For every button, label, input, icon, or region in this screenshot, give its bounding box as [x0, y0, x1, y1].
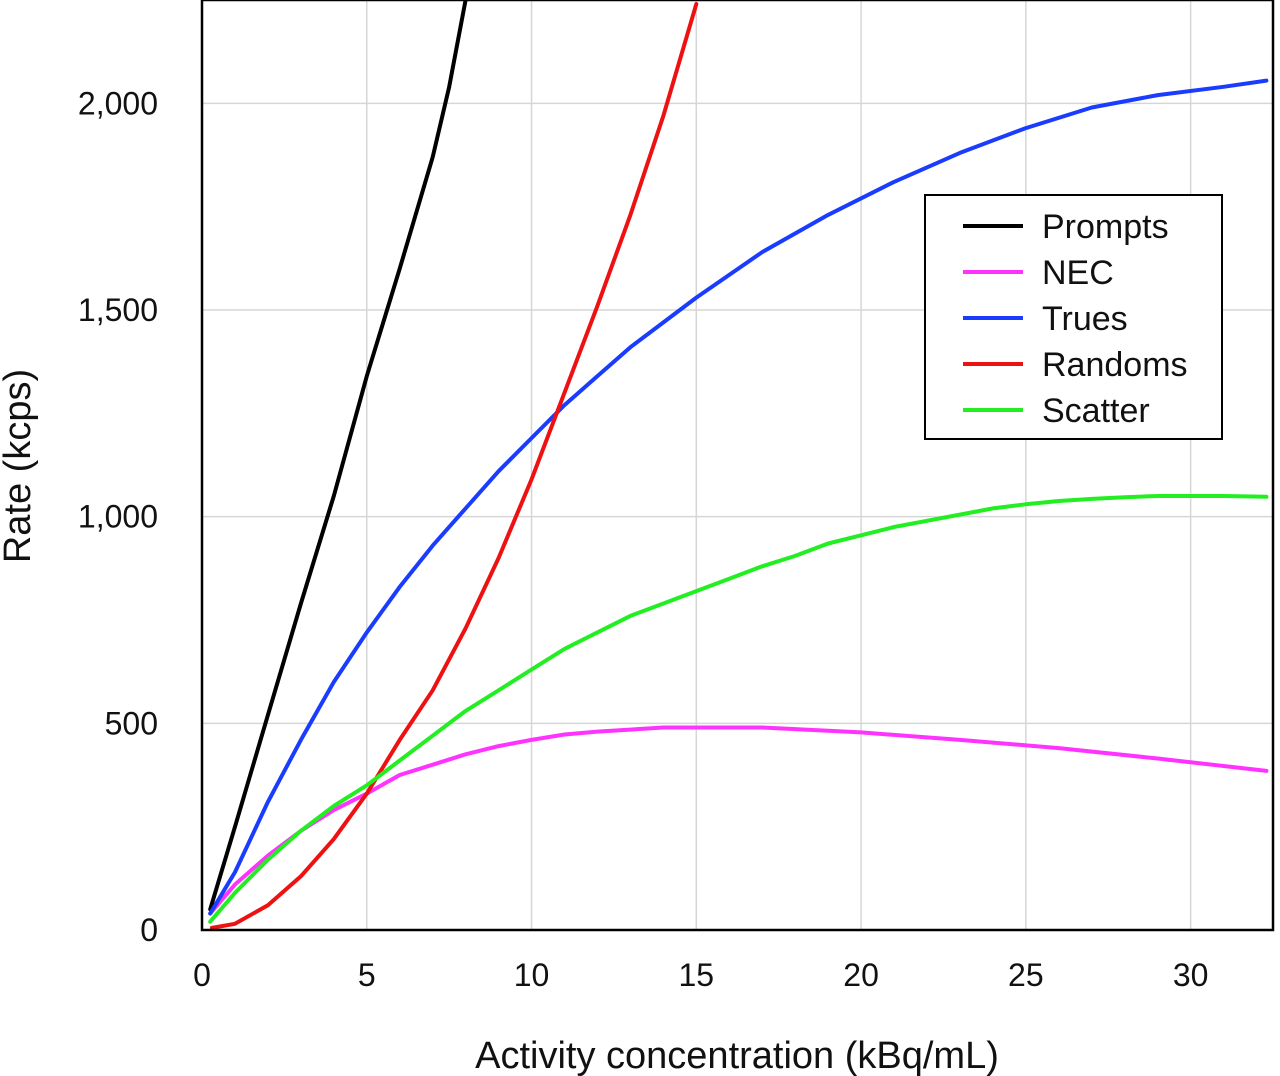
y-axis-ticks: 0 500 1,000 1,500 2,000 — [78, 85, 158, 948]
x-tick-label: 20 — [843, 957, 879, 993]
plot-frame — [200, 0, 1275, 932]
y-tick-label: 1,000 — [78, 499, 158, 535]
y-tick-label: 0 — [140, 912, 158, 948]
grid-lines — [201, 0, 1273, 931]
x-tick-label: 10 — [514, 957, 550, 993]
series-line-trues — [208, 78, 1269, 916]
x-tick-label: 25 — [1008, 957, 1044, 993]
x-tick-label: 30 — [1173, 957, 1209, 993]
series-line-prompts — [208, 0, 468, 912]
y-tick-label: 1,500 — [78, 292, 158, 328]
x-axis-ticks: 0 5 10 15 20 25 30 — [193, 957, 1208, 993]
series-line-scatter — [208, 494, 1269, 924]
x-axis-title: Activity concentration (kBq/mL) — [475, 1035, 999, 1076]
legend-label-trues: Trues — [1042, 300, 1128, 338]
x-tick-label: 0 — [193, 957, 211, 993]
y-axis-title: Rate (kcps) — [0, 369, 39, 563]
x-tick-label: 5 — [358, 957, 376, 993]
legend: Prompts NEC Trues Randoms Scatter — [924, 194, 1223, 440]
legend-label-nec: NEC — [1042, 254, 1114, 292]
y-tick-label: 2,000 — [78, 85, 158, 121]
x-tick-label: 15 — [679, 957, 715, 993]
y-tick-label: 500 — [105, 705, 158, 741]
legend-label-randoms: Randoms — [1042, 346, 1188, 384]
series-line-nec — [208, 725, 1269, 916]
series-layer — [208, 0, 1269, 930]
legend-label-scatter: Scatter — [1042, 392, 1150, 430]
series-line-randoms — [209, 2, 699, 930]
legend-label-prompts: Prompts — [1042, 208, 1169, 246]
